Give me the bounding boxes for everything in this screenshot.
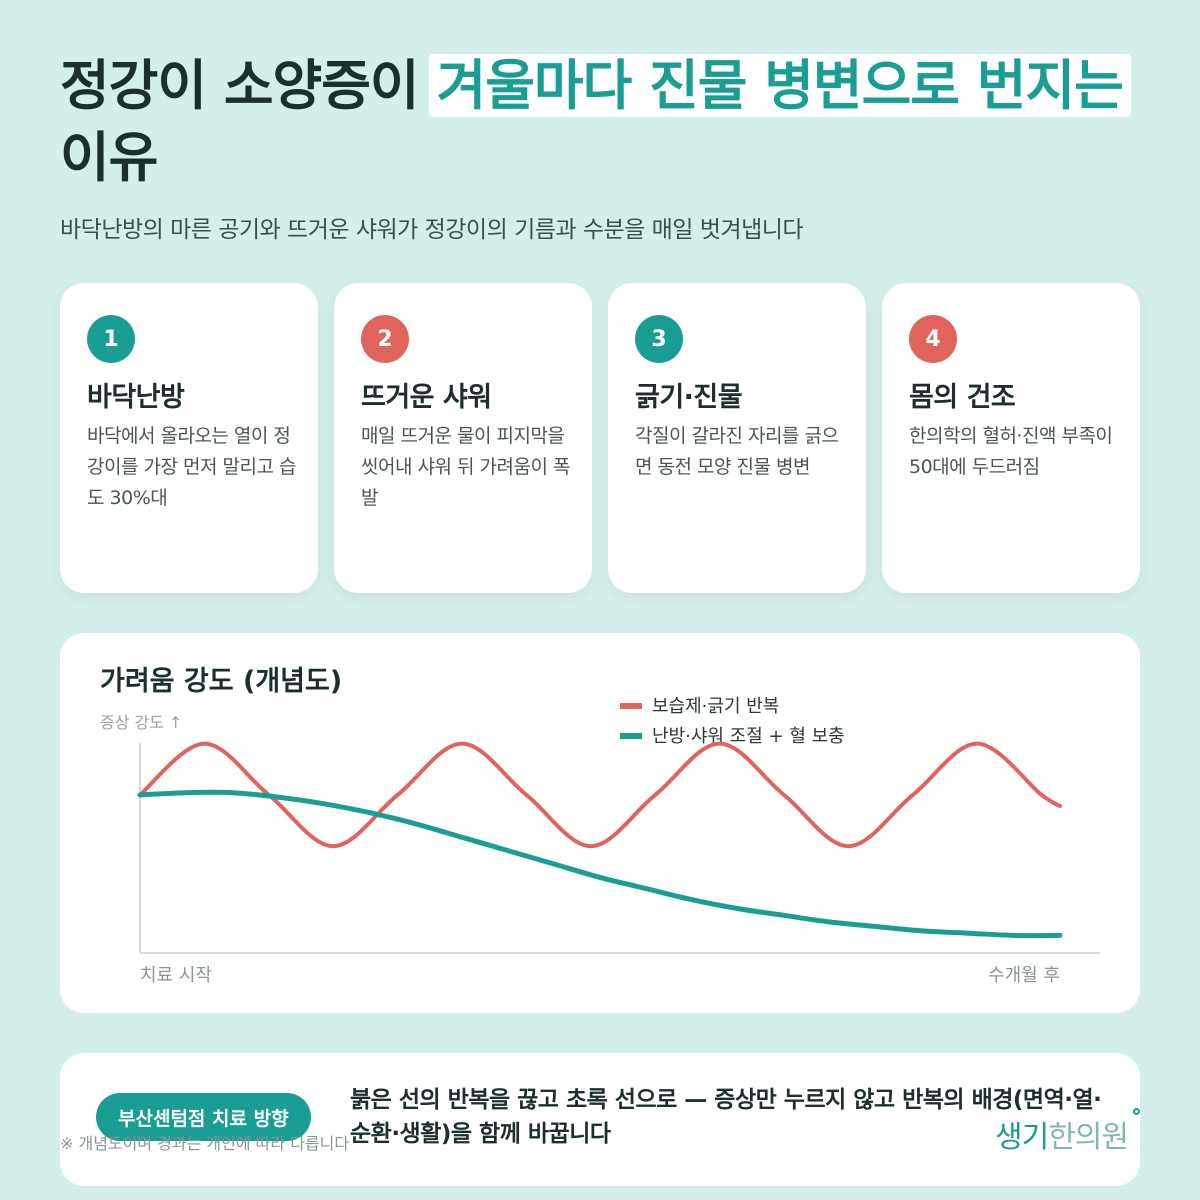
- card-text: 각질이 갈라진 자리를 긁으면 동전 모양 진물 병변: [635, 425, 839, 478]
- logo-thin: 한의원: [1048, 1120, 1129, 1155]
- clinic-logo: 생기한의원: [995, 1108, 1141, 1156]
- page-title: 정강이 소양증이 겨울마다 진물 병변으로 번지는 이유: [60, 50, 1140, 194]
- title-highlight: 겨울마다 진물 병변으로 번지는: [428, 54, 1131, 117]
- legend-label-green: 난방·샤워 조절 + 혈 보충: [652, 726, 845, 747]
- title-part-3: 이유: [60, 126, 158, 189]
- y-axis-label: 증상 강도 ↑: [100, 713, 182, 732]
- page-subtitle: 바닥난방의 마른 공기와 뜨거운 샤워가 정강이의 기름과 수분을 매일 벗겨냅…: [60, 217, 804, 243]
- card-title: 뜨거운 샤워: [361, 382, 492, 413]
- treatment-text: 붉은 선의 반복을 끊고 초록 선으로 — 증상만 누르지 않고 반복의 배경(…: [350, 1087, 1102, 1147]
- card-text: 매일 뜨거운 물이 피지막을 씻어내 샤워 뒤 가려움이 폭발: [361, 425, 570, 509]
- itch-chart: 증상 강도 ↑ 치료 시작 수개월 후 보습제·긁기 반복 난방·샤워 조절 +…: [100, 696, 1100, 986]
- x-end-label: 수개월 후: [988, 965, 1060, 986]
- cause-card-1: 1 바닥난방 바닥에서 올라오는 열이 정강이를 가장 먼저 말리고 습도 30…: [60, 283, 318, 593]
- cause-card-2: 2 뜨거운 샤워 매일 뜨거운 물이 피지막을 씻어내 샤워 뒤 가려움이 폭발: [334, 283, 592, 593]
- treatment-card: 부산센텀점 치료 방향 붉은 선의 반복을 끊고 초록 선으로 — 증상만 누르…: [60, 1053, 1140, 1186]
- card-number-badge: 1: [87, 315, 135, 363]
- card-title: 몸의 건조: [909, 382, 1016, 413]
- cause-card-4: 4 몸의 건조 한의학의 혈허·진액 부족이 50대에 두드러짐: [882, 283, 1140, 593]
- x-start-label: 치료 시작: [140, 965, 212, 986]
- series-line-red: [138, 741, 1062, 849]
- card-number-badge: 3: [635, 315, 683, 363]
- itch-chart-card: 가려움 강도 (개념도) 증상 강도 ↑ 치료 시작 수개월 후 보습제·긁기 …: [60, 633, 1140, 1013]
- card-title: 바닥난방: [87, 382, 185, 413]
- legend-swatch-green: [620, 733, 642, 739]
- legend-label-red: 보습제·긁기 반복: [652, 696, 779, 717]
- card-text: 바닥에서 올라오는 열이 정강이를 가장 먼저 말리고 습도 30%대: [87, 425, 296, 509]
- logo-strong: 생기: [995, 1120, 1049, 1155]
- logo-dot-icon: [1133, 1108, 1141, 1115]
- title-part-1: 정강이 소양증이: [60, 54, 420, 117]
- card-number-badge: 2: [361, 315, 409, 363]
- cause-card-3: 3 긁기·진물 각질이 갈라진 자리를 긁으면 동전 모양 진물 병변: [608, 283, 866, 593]
- footnote: ※ 개념도이며 경과는 개인에 따라 다릅니다: [60, 1134, 350, 1153]
- chart-title: 가려움 강도 (개념도): [100, 666, 343, 697]
- card-number-badge: 4: [909, 315, 957, 363]
- card-title: 긁기·진물: [635, 382, 743, 413]
- treatment-badge: 부산센텀점 치료 방향: [96, 1093, 311, 1141]
- card-text: 한의학의 혈허·진액 부족이 50대에 두드러짐: [909, 425, 1113, 478]
- legend-swatch-red: [620, 703, 642, 709]
- series-line-green: [137, 789, 1063, 939]
